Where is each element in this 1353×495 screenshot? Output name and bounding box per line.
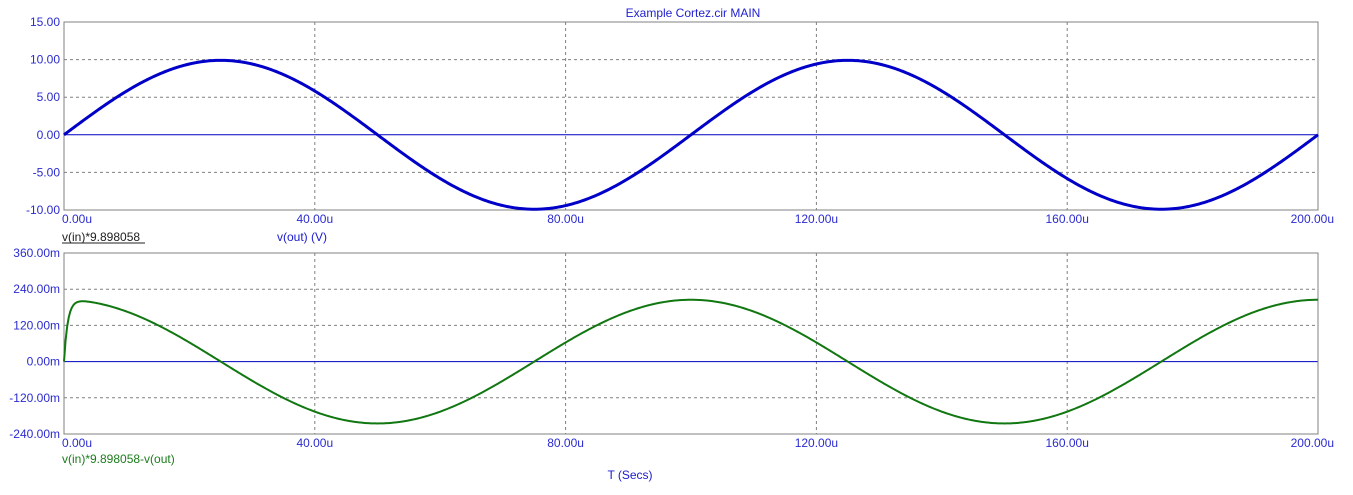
chart-title: Example Cortez.cir MAIN: [626, 6, 761, 20]
y-tick-label: 240.00m: [13, 282, 60, 296]
x-tick-label: 160.00u: [1046, 212, 1089, 226]
y-tick-label: -120.00m: [9, 391, 60, 405]
plot-frame: [63, 21, 1319, 211]
y-tick-label: 0.00m: [27, 355, 60, 369]
plot-frame: [63, 252, 1319, 435]
bottom-panel: 0.00u 40.00u 80.00u 120.00u 160.00u 200.00u 36…: [9, 246, 1334, 450]
x-tick-label: 0.00u: [62, 212, 92, 226]
y-tick-label: 0.00: [37, 128, 61, 142]
x-tick-label: 200.00u: [1291, 212, 1334, 226]
y-tick-label: -240.00m: [9, 427, 60, 441]
x-tick-label: 80.00u: [547, 212, 584, 226]
y-tick-label: -10.00: [26, 203, 60, 217]
x-axis-label: T (Secs): [607, 468, 652, 482]
y-tick-label: -5.00: [33, 165, 61, 179]
x-tick-label: 40.00u: [296, 436, 333, 450]
x-tick-label: 120.00u: [795, 212, 838, 226]
y-tick-label: 120.00m: [13, 318, 60, 332]
top-panel: 0.00u 40.00u 80.00u 120.00u 160.00u 200.00u 15…: [26, 15, 1334, 226]
x-tick-label: 40.00u: [296, 212, 333, 226]
legend-vout: v(out) (V): [277, 230, 327, 244]
x-tick-label: 0.00u: [62, 436, 92, 450]
legend-diff: v(in)*9.898058-v(out): [62, 452, 175, 466]
y-tick-label: 360.00m: [13, 246, 60, 260]
series-line-diff: [63, 298, 1319, 425]
x-tick-label: 200.00u: [1291, 436, 1334, 450]
y-tick-label: 10.00: [30, 53, 60, 67]
x-tick-label: 160.00u: [1046, 436, 1089, 450]
y-tick-label: 5.00: [37, 90, 61, 104]
legend-vin: v(in)*9.898058: [62, 230, 140, 244]
x-tick-label: 80.00u: [547, 436, 584, 450]
x-tick-label: 120.00u: [795, 436, 838, 450]
y-tick-label: 15.00: [30, 15, 60, 29]
series-line-vout: [63, 59, 1319, 210]
